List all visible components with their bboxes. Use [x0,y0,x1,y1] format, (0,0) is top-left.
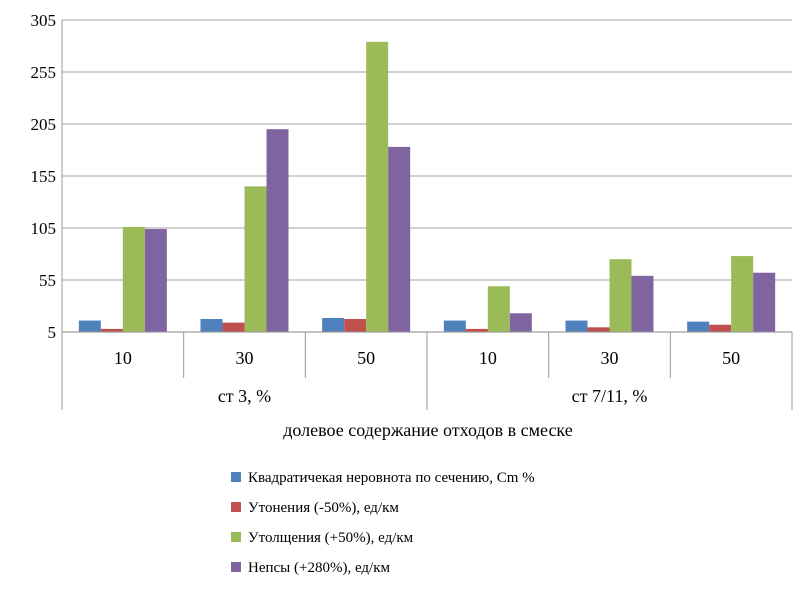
legend-label: Непсы (+280%), ед/км [248,560,390,576]
bar-1-2 [200,319,223,332]
y-tick-label: 155 [31,167,57,186]
legend-swatch [231,532,241,542]
bar-4-6 [753,272,776,332]
bar-1-1 [78,320,101,332]
bar-2-5 [587,327,610,332]
bar-2-4 [465,328,488,332]
y-tick-label: 205 [31,115,57,134]
bar-4-3 [388,146,411,332]
y-tick-label: 105 [31,219,57,238]
bar-3-1 [122,226,145,332]
y-tick-label: 255 [31,63,57,82]
legend-swatch [231,472,241,482]
category-label: 10 [114,348,132,368]
bar-1-3 [322,317,345,332]
bar-4-1 [144,229,167,332]
bar-3-5 [609,259,632,332]
category-label: 30 [236,348,254,368]
category-label: 50 [357,348,375,368]
legend-swatch [231,502,241,512]
category-label: 50 [722,348,740,368]
bar-1-5 [565,320,588,332]
category-label: 10 [479,348,497,368]
bar-3-4 [487,286,510,332]
y-tick-label: 55 [39,271,56,290]
legend-label: Утолщения (+50%), ед/км [248,530,414,546]
bar-2-1 [100,328,123,332]
bar-3-3 [366,41,389,333]
bar-1-4 [443,320,466,332]
bar-4-4 [509,313,532,332]
bar-1-6 [687,321,710,332]
y-tick-label: 305 [31,11,57,30]
legend-swatch [231,562,241,572]
legend-label: Квадратичекая неровнота по сечению, Cm % [248,470,535,486]
group-label: ст 3, % [218,386,271,406]
bar-4-5 [631,275,654,332]
bar-3-6 [731,256,754,332]
x-axis-title: долевое содержание отходов в смеске [283,420,572,440]
group-label: ст 7/11, % [572,386,648,406]
bar-2-2 [222,322,245,332]
bar-3-2 [244,186,267,332]
bar-2-6 [709,324,732,332]
bar-2-3 [344,319,367,332]
legend-label: Утонения (-50%), ед/км [248,500,399,516]
category-label: 30 [601,348,619,368]
y-tick-label: 5 [48,323,57,342]
bar-4-2 [266,129,289,332]
